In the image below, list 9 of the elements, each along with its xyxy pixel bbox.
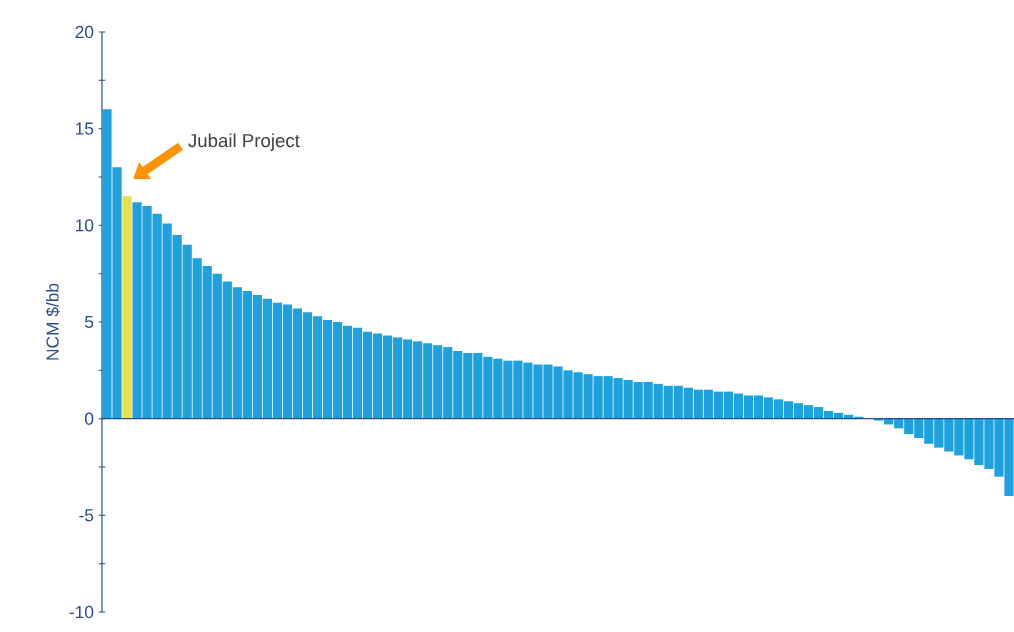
y-axis-title: NCM $/bb xyxy=(45,283,60,360)
y-tick-label: -5 xyxy=(79,509,94,522)
y-tick-label: 5 xyxy=(85,315,94,329)
y-tick-label: 20 xyxy=(75,25,94,39)
y-tick-label: 0 xyxy=(84,412,94,425)
annotation: Jubail Project xyxy=(188,133,300,151)
y-tick-label: -10 xyxy=(69,605,94,619)
y-tick-label: 15 xyxy=(75,122,94,135)
y-tick-label: 10 xyxy=(75,219,94,232)
